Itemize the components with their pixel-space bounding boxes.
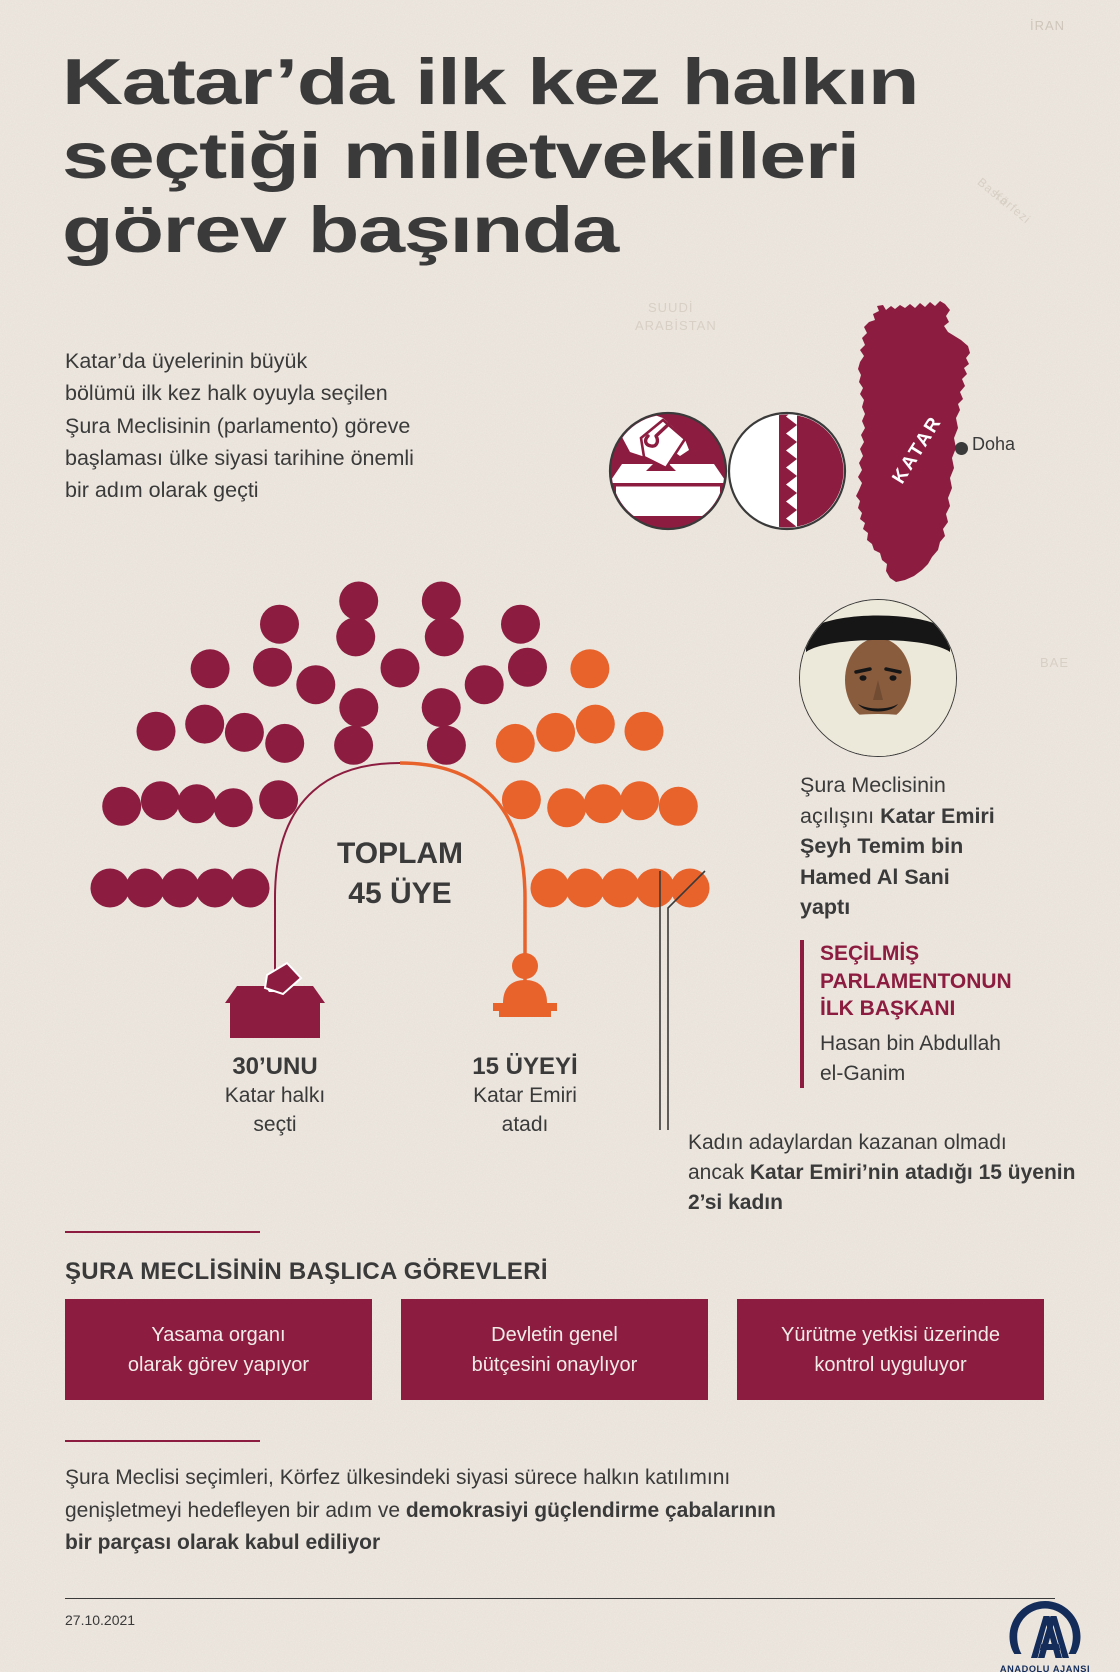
svg-text:ANADOLU AJANSI: ANADOLU AJANSI xyxy=(1000,1664,1090,1672)
svg-text:45 ÜYE: 45 ÜYE xyxy=(348,877,451,910)
svg-text:TOPLAM: TOPLAM xyxy=(337,837,463,870)
